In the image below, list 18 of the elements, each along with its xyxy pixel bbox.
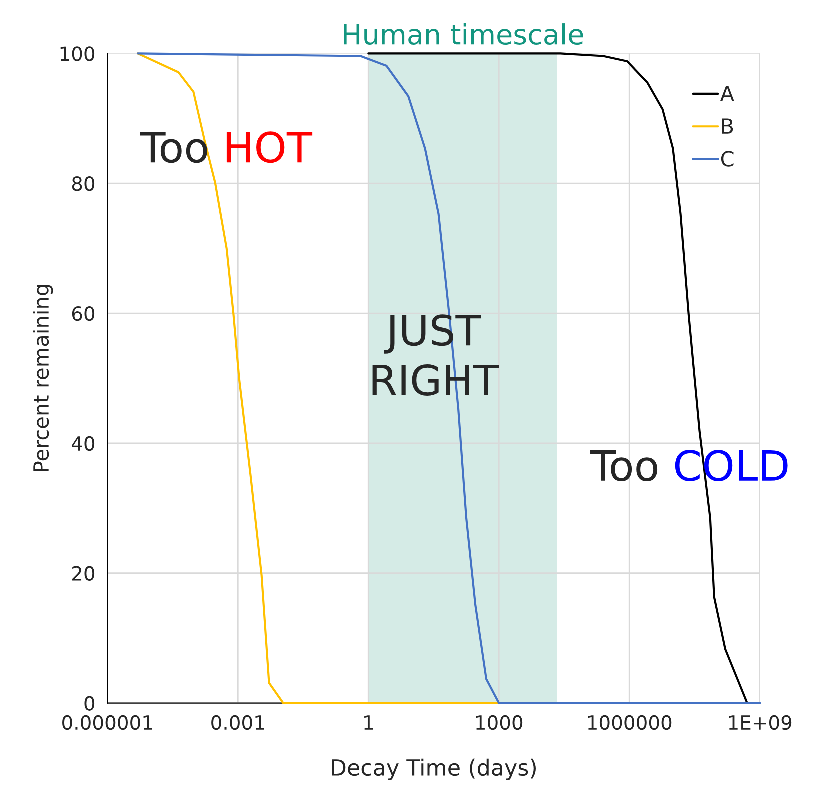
y-axis-title: Percent remaining	[33, 285, 54, 472]
legend-label: B	[722, 118, 734, 134]
x-tick-label: 1	[364, 716, 374, 730]
x-tick-label: 0.000001	[62, 715, 152, 730]
x-tick-label: 1E+09	[729, 715, 792, 730]
y-tick-label: 100	[60, 46, 95, 62]
legend-label: C	[721, 151, 734, 167]
y-tick-label: 20	[72, 566, 95, 582]
y-tick-label: 80	[72, 176, 95, 192]
band-label: Human timescale	[344, 24, 584, 46]
x-tick-label: 1000	[476, 715, 523, 730]
legend-label: A	[720, 86, 734, 102]
y-tick-label: 0	[84, 696, 95, 711]
x-axis-title: Decay Time (days)	[332, 758, 536, 780]
x-tick-label: 1000000	[588, 715, 672, 730]
y-tick-label: 40	[72, 436, 95, 452]
y-tick-label: 60	[72, 306, 95, 322]
x-tick-label: 0.001	[212, 715, 264, 730]
